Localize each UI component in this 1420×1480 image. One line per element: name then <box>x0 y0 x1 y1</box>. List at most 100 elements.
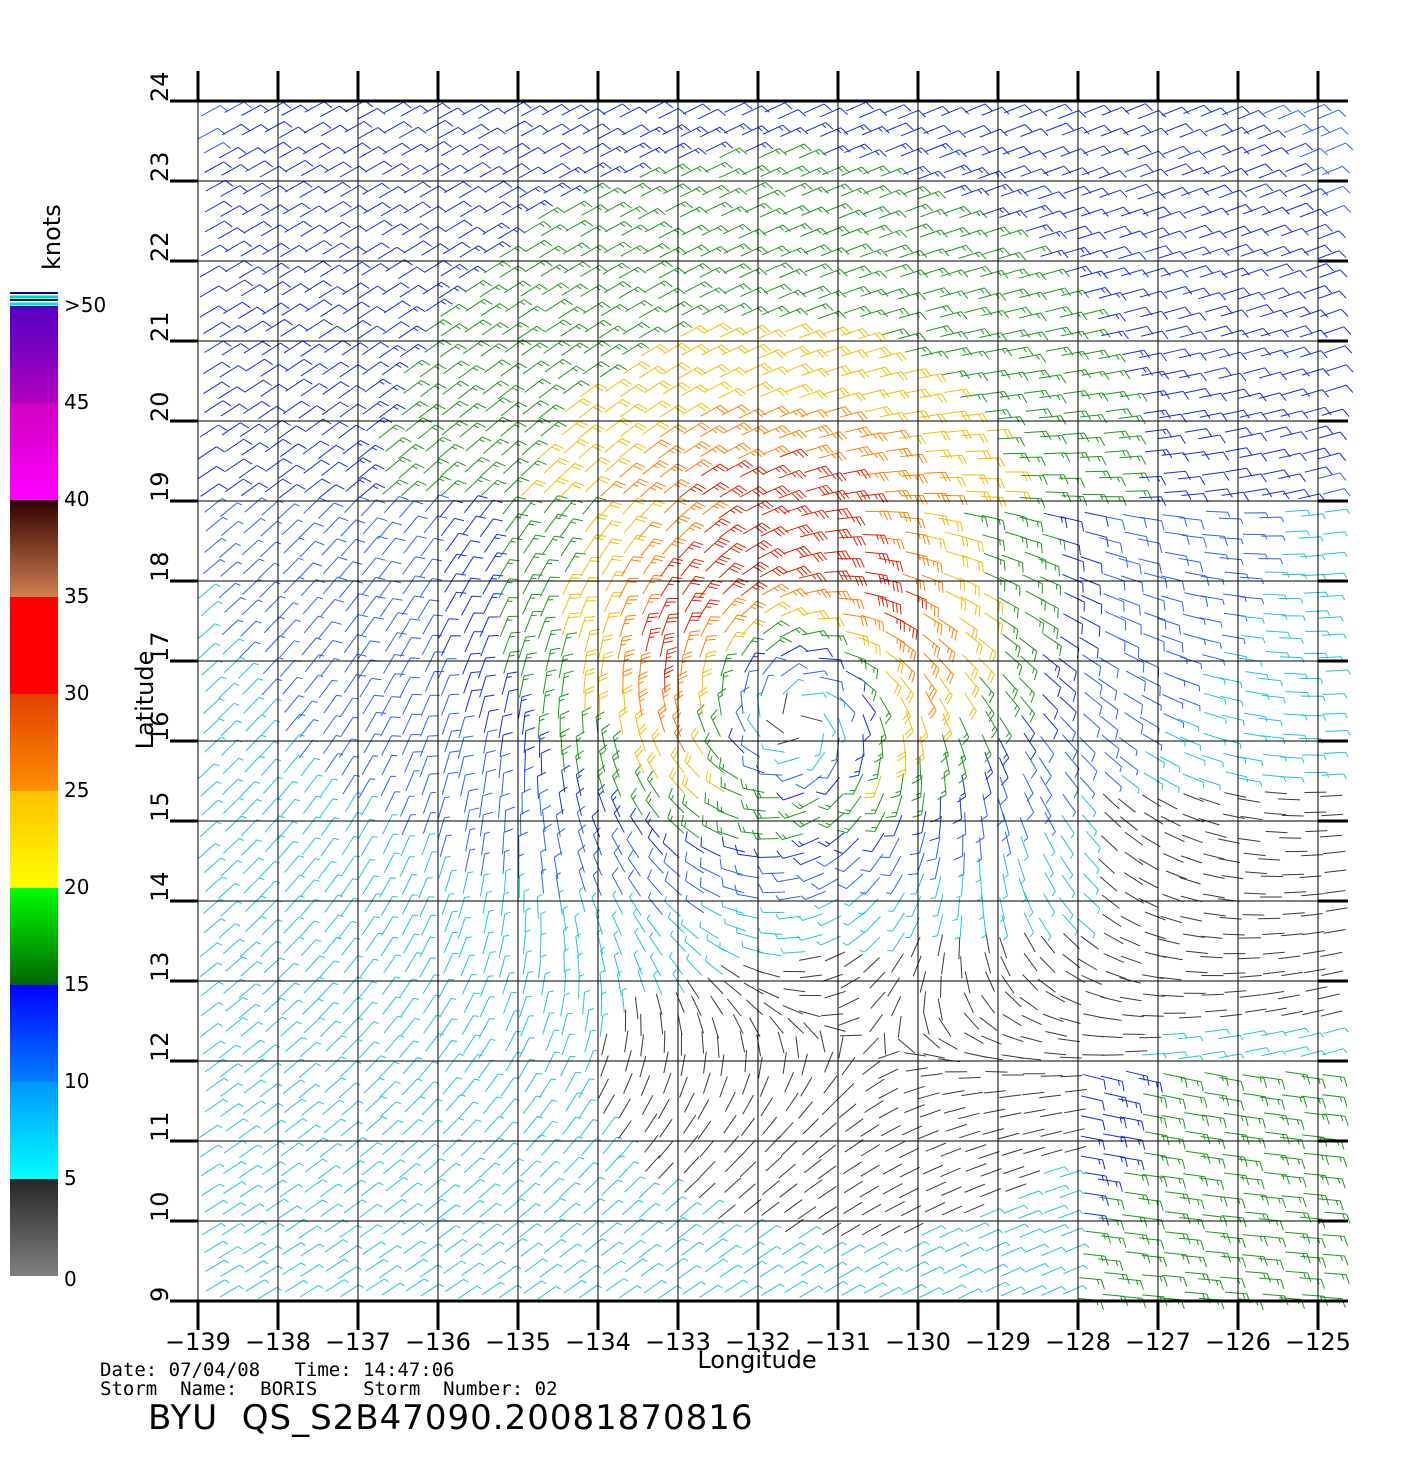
wind-barb <box>524 766 534 793</box>
wind-barb <box>720 206 749 217</box>
wind-barb <box>723 1115 737 1134</box>
wind-barb <box>1081 187 1110 196</box>
wind-barb <box>1058 1209 1084 1219</box>
wind-barb <box>339 878 359 898</box>
wind-barb <box>782 678 804 695</box>
wind-barb <box>260 224 289 237</box>
wind-barb <box>646 751 659 780</box>
wind-barb <box>1099 696 1119 720</box>
wind-barb <box>365 1055 387 1072</box>
wind-barb <box>479 146 508 158</box>
wind-barb <box>580 225 608 237</box>
wind-barb <box>1043 512 1068 529</box>
wind-barb <box>339 403 367 418</box>
wind-barb <box>940 290 969 299</box>
wind-barb <box>864 551 891 564</box>
wind-barb <box>1044 871 1056 897</box>
wind-barb <box>284 180 313 193</box>
wind-barb <box>1119 996 1142 1002</box>
wind-barb <box>719 942 740 959</box>
wind-barb <box>277 602 299 620</box>
wind-barb <box>799 531 828 542</box>
wind-barb <box>782 1242 806 1256</box>
wind-barb <box>1124 872 1144 886</box>
wind-barb <box>1280 776 1305 784</box>
wind-barb <box>1178 312 1207 321</box>
wind-barb <box>460 954 475 976</box>
wind-barb <box>1043 672 1062 697</box>
wind-barb <box>1099 537 1123 554</box>
wind-barb <box>704 1238 728 1253</box>
wind-barb <box>1084 1172 1110 1186</box>
wind-barb <box>612 911 622 936</box>
wind-barb <box>1004 306 1033 316</box>
map-grid <box>170 71 1348 1330</box>
wind-barb <box>463 612 484 634</box>
wind-barb <box>480 635 499 657</box>
wind-barb <box>724 1279 749 1293</box>
wind-barb <box>502 849 510 874</box>
wind-barb <box>224 597 246 613</box>
wind-barb <box>752 788 780 799</box>
latitude-tick-label: 23 <box>146 151 174 182</box>
wind-barb <box>723 442 751 455</box>
wind-barb <box>1124 103 1153 113</box>
wind-barb <box>758 329 787 339</box>
wind-barb <box>1123 144 1152 154</box>
wind-barb <box>542 162 571 175</box>
wind-barb <box>1178 352 1207 361</box>
wind-barb <box>1322 712 1348 719</box>
wind-barb <box>1165 325 1194 335</box>
wind-barb <box>682 575 705 595</box>
wind-barb <box>1164 731 1186 747</box>
wind-barb <box>879 696 892 725</box>
wind-barb <box>724 102 753 113</box>
wind-barb <box>741 125 770 136</box>
wind-barb <box>383 1015 404 1034</box>
wind-barb <box>1260 1195 1287 1209</box>
wind-barb <box>259 880 281 898</box>
wind-barb <box>1260 875 1283 878</box>
wind-barb <box>460 205 488 218</box>
wind-barb <box>678 366 706 379</box>
wind-barb <box>1078 231 1107 240</box>
wind-barb <box>344 653 367 673</box>
wind-barb <box>264 1179 288 1194</box>
wind-barb <box>536 771 547 799</box>
wind-barb <box>1180 855 1203 864</box>
wind-barb <box>1219 677 1243 688</box>
wind-barb <box>553 851 563 880</box>
wind-barb <box>765 262 794 273</box>
wind-barb <box>419 896 435 918</box>
wind-barb <box>342 997 363 1015</box>
wind-barb <box>1060 330 1089 340</box>
wind-barb <box>1158 230 1187 239</box>
wind-barb <box>1285 142 1314 153</box>
wind-barb <box>419 1264 443 1278</box>
wind-barb <box>281 303 309 316</box>
wind-barb <box>723 243 752 254</box>
wind-barb <box>824 1051 834 1073</box>
wind-barb <box>1140 168 1169 178</box>
wind-barb <box>1258 917 1281 920</box>
wind-barb <box>647 892 663 915</box>
wind-barb <box>1300 1095 1327 1109</box>
wind-barb <box>464 807 480 832</box>
wind-barb <box>1282 1094 1308 1108</box>
wind-barb <box>647 828 664 855</box>
wind-barb <box>644 1134 659 1153</box>
longitude-tick-label: −132 <box>725 1328 791 1356</box>
wind-barb <box>704 792 725 814</box>
wind-barb <box>583 534 606 554</box>
wind-barb <box>424 141 453 153</box>
wind-barb <box>318 325 346 339</box>
wind-barb <box>1122 1014 1145 1018</box>
wind-barb <box>1103 1133 1128 1148</box>
wind-barb <box>342 774 360 795</box>
wind-barb <box>985 428 1014 439</box>
wind-barb <box>564 200 593 213</box>
wind-barb <box>421 833 435 856</box>
wind-barb <box>479 1223 502 1238</box>
wind-barb <box>705 141 734 152</box>
wind-barb <box>860 309 889 318</box>
